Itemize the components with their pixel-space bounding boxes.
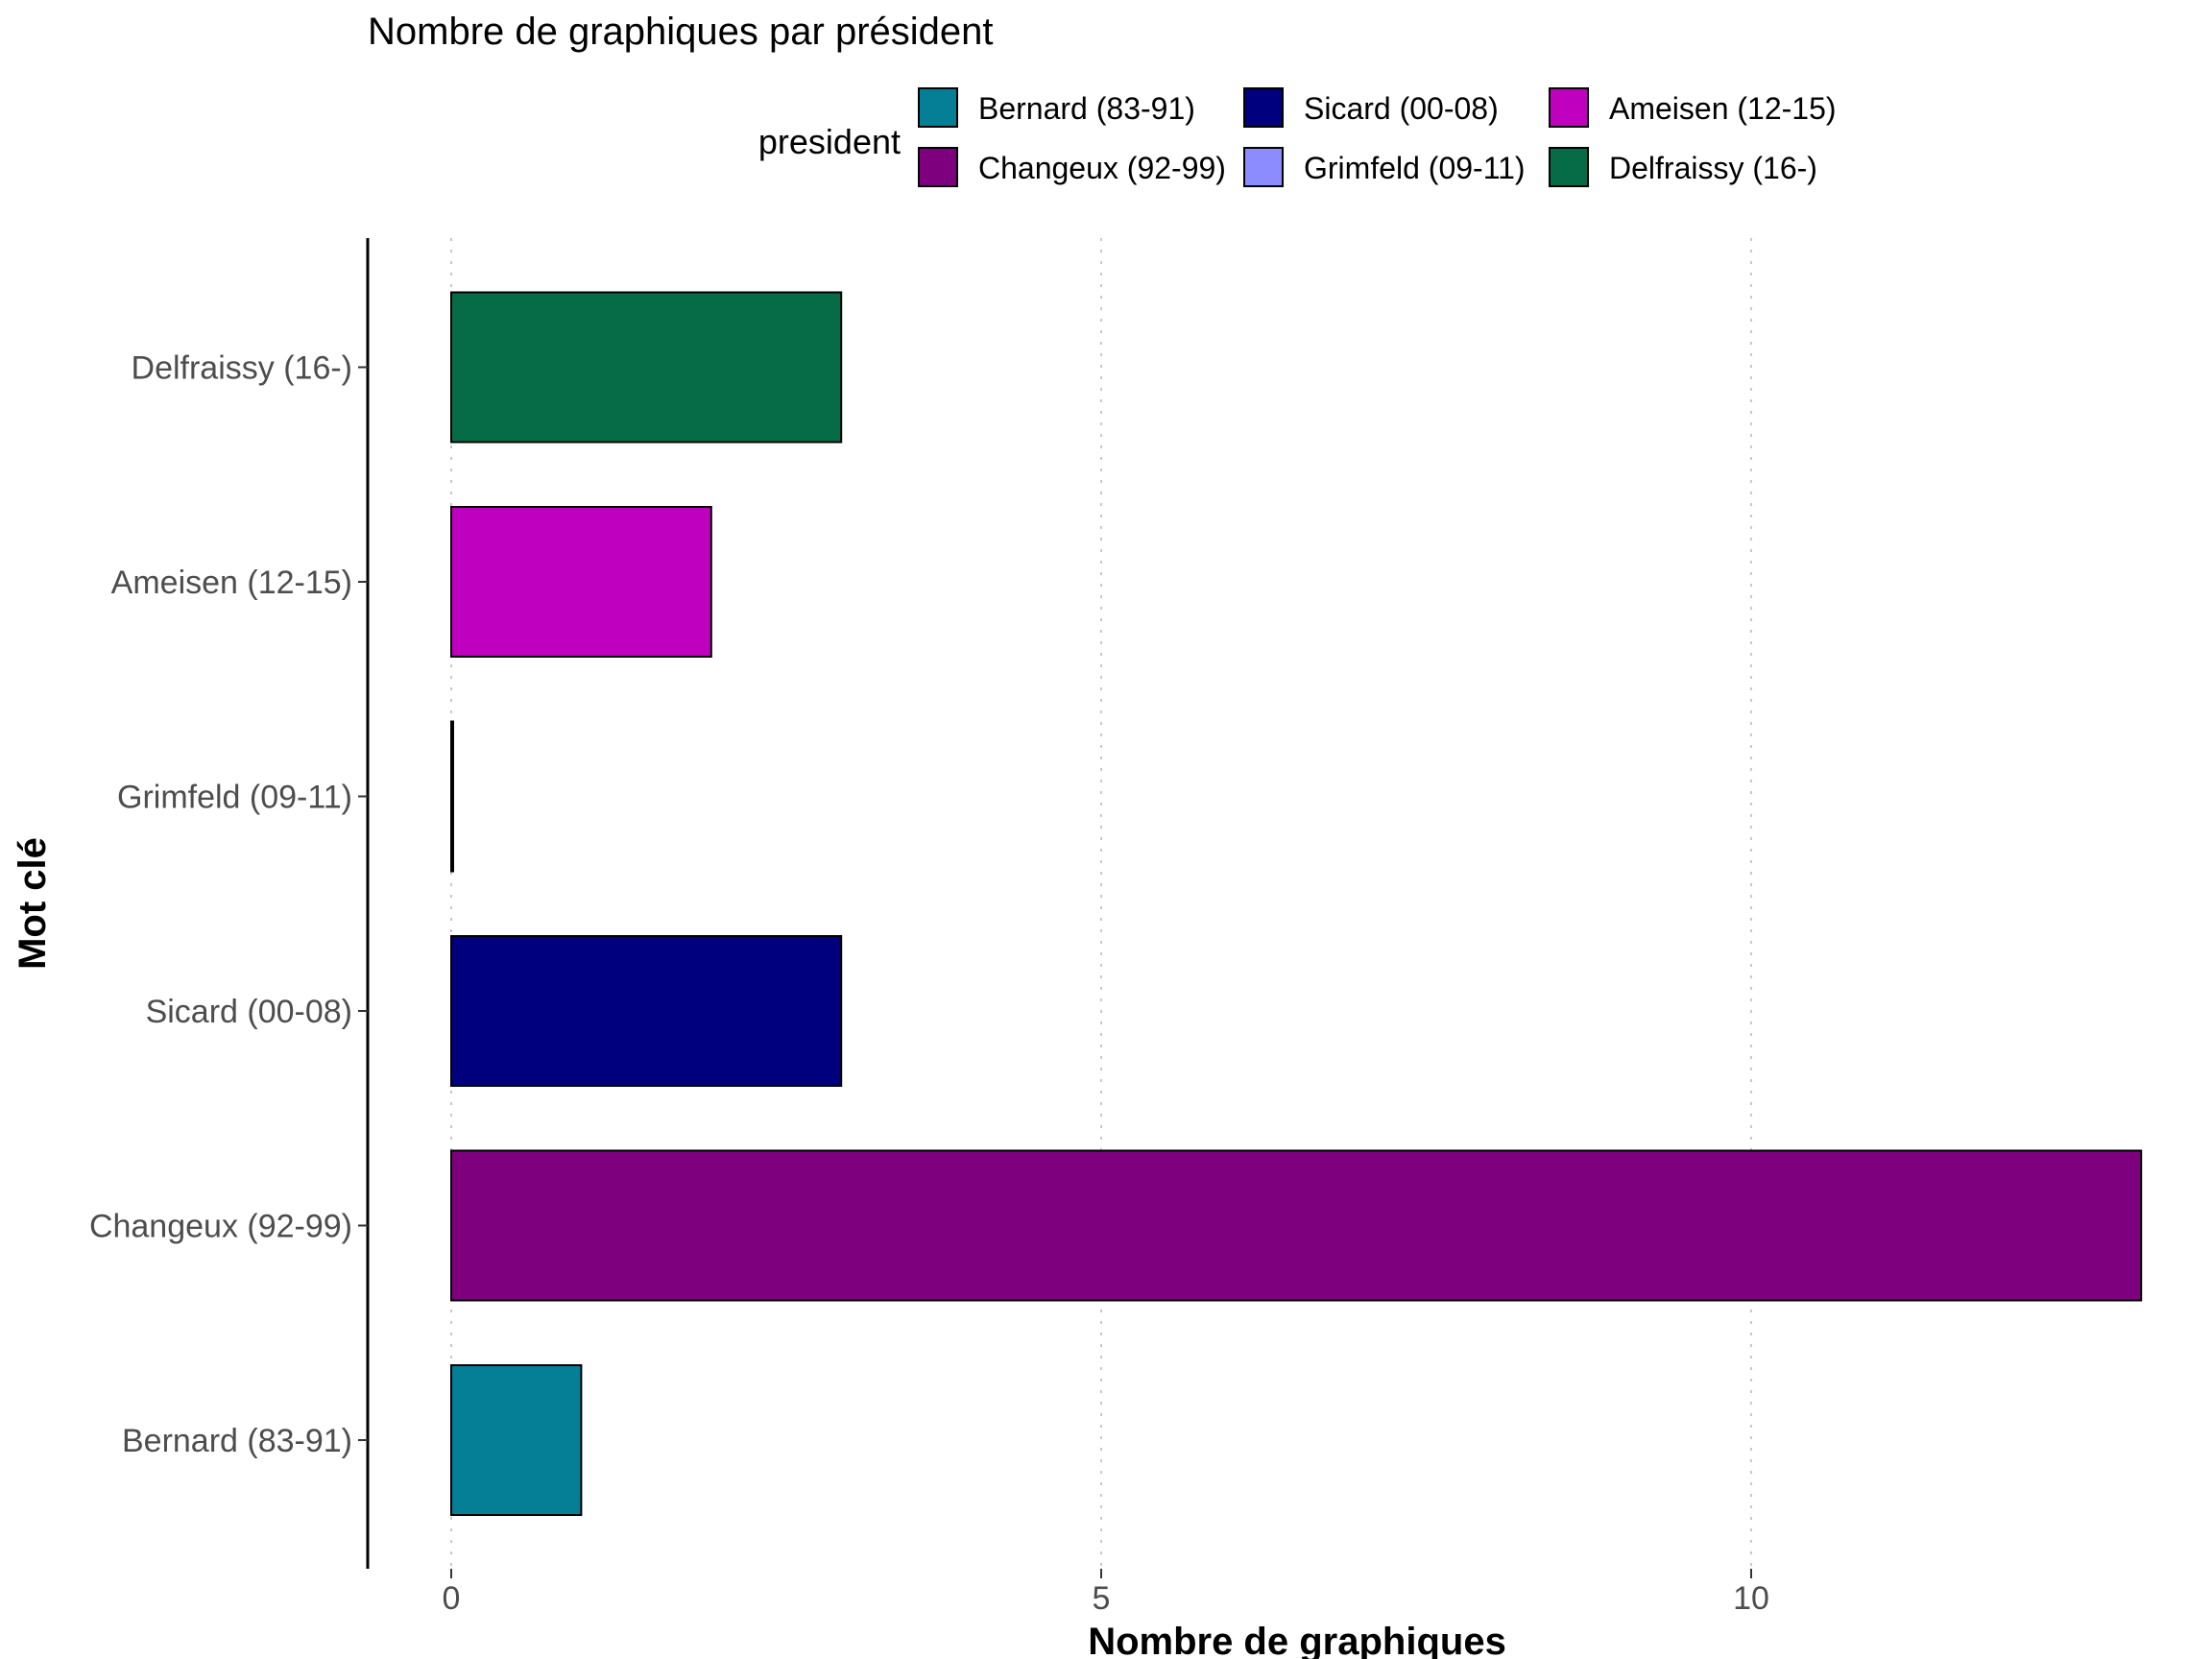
legend-swatch <box>918 87 958 128</box>
x-tick-label: 10 <box>1733 1580 1769 1617</box>
y-tick-label: Grimfeld (09-11) <box>117 780 352 816</box>
legend: president Bernard (83-91) Changeux (92-99… <box>758 87 1837 187</box>
x-axis-ticks: 0 5 10 <box>443 1569 1769 1617</box>
x-tick-label: 0 <box>443 1580 461 1617</box>
y-tick-label: Changeux (92-99) <box>89 1209 352 1245</box>
legend-label: Grimfeld (09-11) <box>1304 151 1526 185</box>
legend-label: Ameisen (12-15) <box>1609 91 1837 126</box>
bar <box>450 1364 583 1516</box>
y-axis-title: Mot clé <box>12 837 54 970</box>
legend-title: president <box>758 122 901 161</box>
y-tick-label: Delfraissy (16-) <box>132 350 352 387</box>
bar <box>450 506 712 658</box>
x-tick-label: 5 <box>1093 1580 1111 1617</box>
legend-label: Delfraissy (16-) <box>1609 151 1817 185</box>
y-tick-label: Bernard (83-91) <box>122 1423 352 1459</box>
legend-swatch <box>918 147 958 187</box>
x-axis-title: Nombre de graphiques <box>1088 1621 1506 1659</box>
bar <box>450 720 454 873</box>
legend-swatch <box>1549 147 1589 187</box>
legend-label: Changeux (92-99) <box>978 151 1226 185</box>
legend-swatch <box>1549 87 1589 128</box>
legend-label: Bernard (83-91) <box>978 91 1195 126</box>
y-axis-ticks: Bernard (83-91) Changeux (92-99) Sicard (0… <box>89 350 368 1459</box>
bar <box>450 1149 2143 1302</box>
y-tick-label: Ameisen (12-15) <box>111 565 352 601</box>
y-tick-label: Sicard (00-08) <box>146 994 352 1030</box>
grid-lines <box>450 238 1752 1569</box>
chart-title: Nombre de graphiques par président <box>368 11 994 53</box>
legend-label: Sicard (00-08) <box>1304 91 1499 126</box>
bar <box>450 291 843 444</box>
legend-swatch <box>1243 87 1284 128</box>
bars <box>450 291 2143 1516</box>
legend-swatch <box>1243 147 1284 187</box>
bar <box>450 935 843 1087</box>
